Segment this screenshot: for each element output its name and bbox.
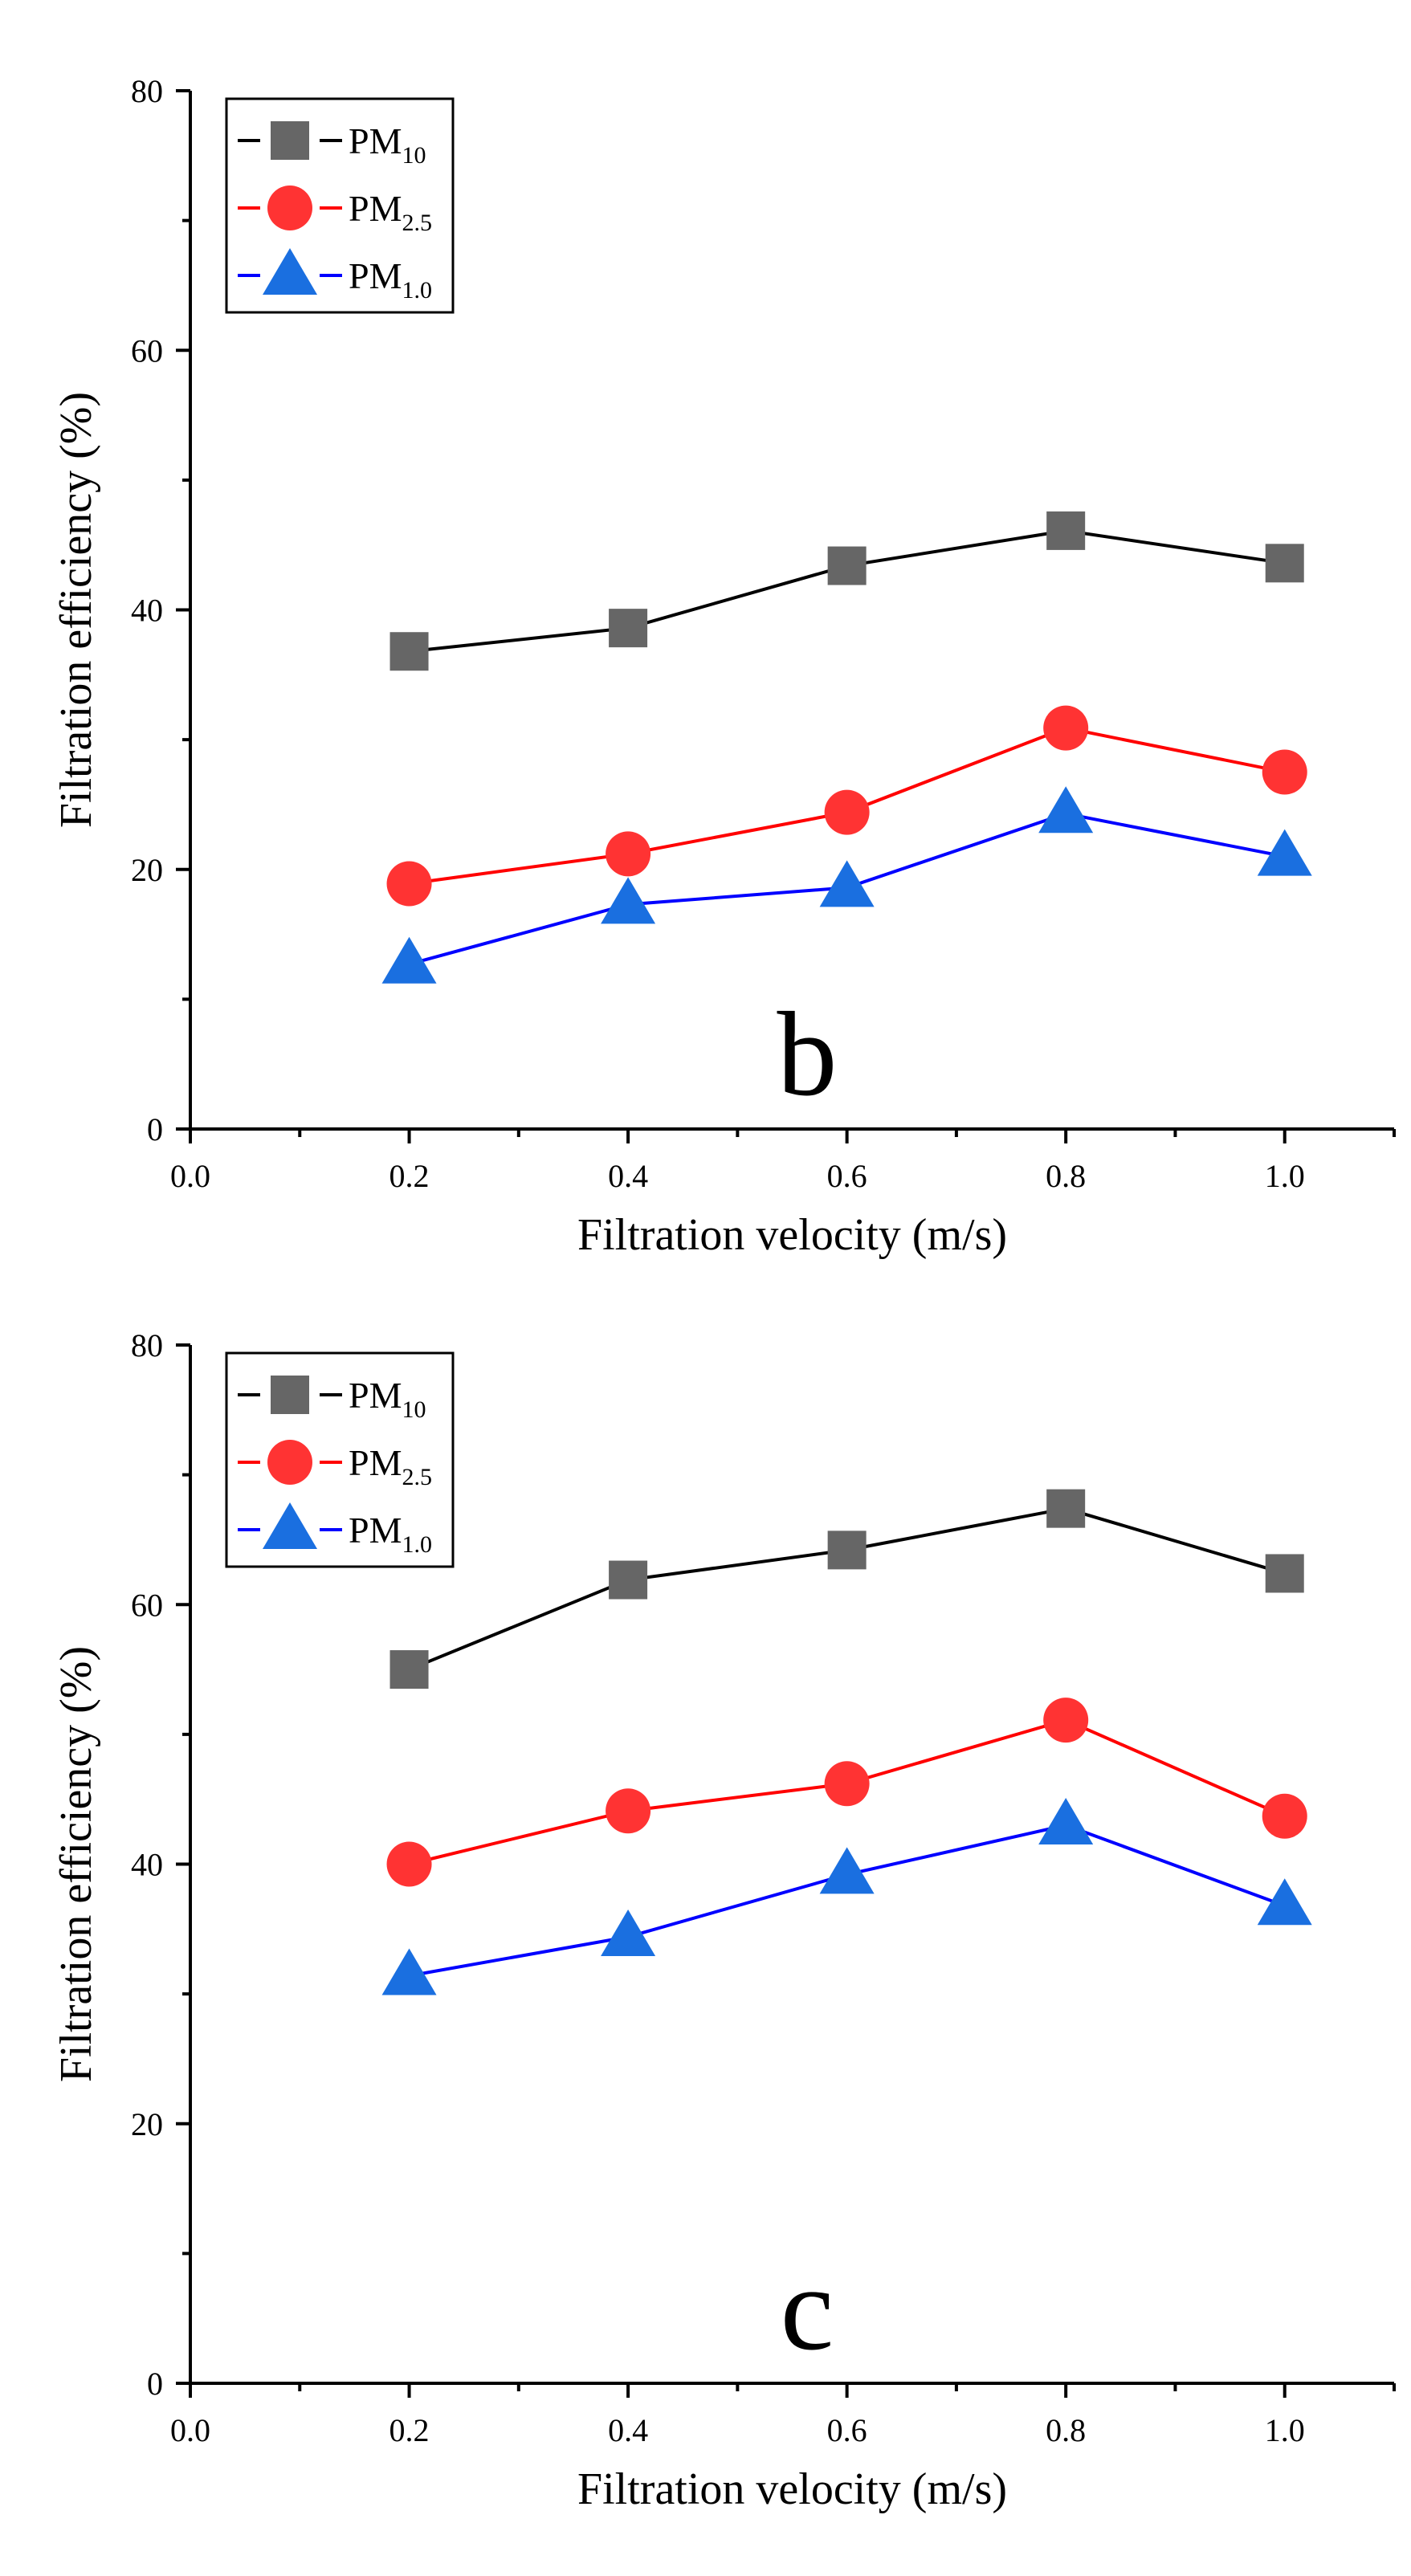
data-point-pm10 — [827, 546, 867, 585]
x-axis-title: Filtration velocity (m/s) — [577, 2464, 1007, 2514]
data-point-pm25 — [1043, 705, 1089, 751]
chart-panel-c: 0.0 0.2 0.4 0.6 0.8 1.0 0 20 40 60 80 Filtration ve… — [51, 1327, 1396, 2514]
data-point-pm25 — [606, 831, 651, 877]
legend-marker-pm10 — [271, 121, 309, 160]
legend-label-subscript: 1.0 — [402, 1531, 432, 1558]
legend-marker-pm25 — [267, 185, 312, 230]
legend-label-pm10: PM10 — [349, 120, 426, 169]
data-point-pm25 — [1043, 1698, 1089, 1743]
legend-label-main: PM — [349, 1510, 402, 1551]
legend-label-subscript: 10 — [402, 1396, 426, 1423]
y-tick-label: 20 — [131, 2106, 163, 2142]
data-point-pm10 — [601, 1910, 656, 1957]
data-point-pm10 — [1046, 511, 1086, 550]
x-tick-label: 0.0 — [170, 1158, 210, 1194]
data-point-pm25 — [1262, 1793, 1307, 1839]
data-point-pm10 — [609, 1560, 648, 1600]
legend-label-main: PM — [349, 120, 402, 161]
legend-marker-pm10 — [271, 1376, 309, 1414]
data-point-pm25 — [606, 1788, 651, 1834]
y-tick-label: 0 — [147, 2366, 163, 2402]
data-point-pm10 — [381, 936, 437, 984]
legend-label-main: PM — [349, 1442, 402, 1483]
panel-label: b — [777, 988, 838, 1121]
legend-marker-pm10 — [263, 1502, 317, 1549]
x-axis-title: Filtration velocity (m/s) — [577, 1210, 1007, 1260]
legend-label-subscript: 2.5 — [402, 1464, 432, 1490]
data-point-pm25 — [824, 789, 870, 835]
legend-label-pm10: PM10 — [349, 1375, 426, 1423]
x-tick-label: 0.6 — [827, 1158, 867, 1194]
data-point-pm10 — [827, 1531, 867, 1570]
legend-label-pm10: PM1.0 — [349, 1510, 432, 1558]
data-point-pm10 — [819, 860, 875, 907]
y-tick-label: 20 — [131, 852, 163, 888]
data-point-pm10 — [389, 1650, 429, 1689]
legend-marker-pm10 — [263, 248, 317, 295]
data-point-pm10 — [1257, 1878, 1312, 1926]
x-tick-label: 0.2 — [389, 1158, 430, 1194]
data-point-pm10 — [1265, 544, 1304, 583]
data-point-pm10 — [1046, 1489, 1086, 1528]
legend-label-subscript: 10 — [402, 142, 426, 169]
y-tick-label: 40 — [131, 593, 163, 629]
legend-label-subscript: 2.5 — [402, 210, 432, 236]
data-point-pm10 — [389, 632, 429, 671]
chart-panel-b: 0.0 0.2 0.4 0.6 0.8 1.0 0 20 40 60 80 Filtration ve… — [51, 73, 1396, 1260]
data-point-pm10 — [819, 1847, 875, 1894]
y-axis-title: Filtration efficiency (%) — [51, 392, 101, 828]
y-axis-title: Filtration efficiency (%) — [51, 1646, 101, 2082]
x-tick-label: 0.6 — [827, 2412, 867, 2448]
x-tick-label: 0.0 — [170, 2412, 210, 2448]
x-tick-label: 0.2 — [389, 2412, 430, 2448]
legend-label-pm25: PM2.5 — [349, 1442, 432, 1490]
x-tick-label: 0.8 — [1046, 2412, 1086, 2448]
data-point-pm10 — [1265, 1554, 1304, 1593]
data-point-pm10 — [1257, 829, 1312, 876]
legend-label-main: PM — [349, 1375, 402, 1416]
data-point-pm25 — [824, 1761, 870, 1807]
y-tick-label: 60 — [131, 1587, 163, 1623]
y-tick-label: 60 — [131, 332, 163, 369]
legend-label-subscript: 1.0 — [402, 277, 432, 304]
data-point-pm25 — [386, 861, 432, 907]
data-point-pm25 — [386, 1841, 432, 1887]
data-point-pm10 — [1038, 1798, 1094, 1845]
legend-marker-pm25 — [267, 1440, 312, 1485]
y-tick-label: 40 — [131, 1847, 163, 1883]
data-point-pm10 — [381, 1948, 437, 1995]
data-point-pm10 — [609, 609, 648, 648]
legend-label-main: PM — [349, 255, 402, 296]
data-point-pm10 — [601, 877, 656, 924]
x-tick-label: 0.8 — [1046, 1158, 1086, 1194]
x-tick-label: 0.4 — [608, 1158, 648, 1194]
x-tick-label: 1.0 — [1265, 2412, 1305, 2448]
data-point-pm25 — [1262, 749, 1307, 795]
legend-label-pm10: PM1.0 — [349, 255, 432, 304]
y-tick-label: 80 — [131, 1327, 163, 1363]
panel-label: c — [781, 2242, 834, 2375]
x-tick-label: 0.4 — [608, 2412, 648, 2448]
legend-label-pm25: PM2.5 — [349, 188, 432, 236]
data-point-pm10 — [1038, 786, 1094, 834]
legend-label-main: PM — [349, 188, 402, 229]
y-tick-label: 80 — [131, 73, 163, 109]
y-tick-label: 0 — [147, 1111, 163, 1147]
x-tick-label: 1.0 — [1265, 1158, 1305, 1194]
